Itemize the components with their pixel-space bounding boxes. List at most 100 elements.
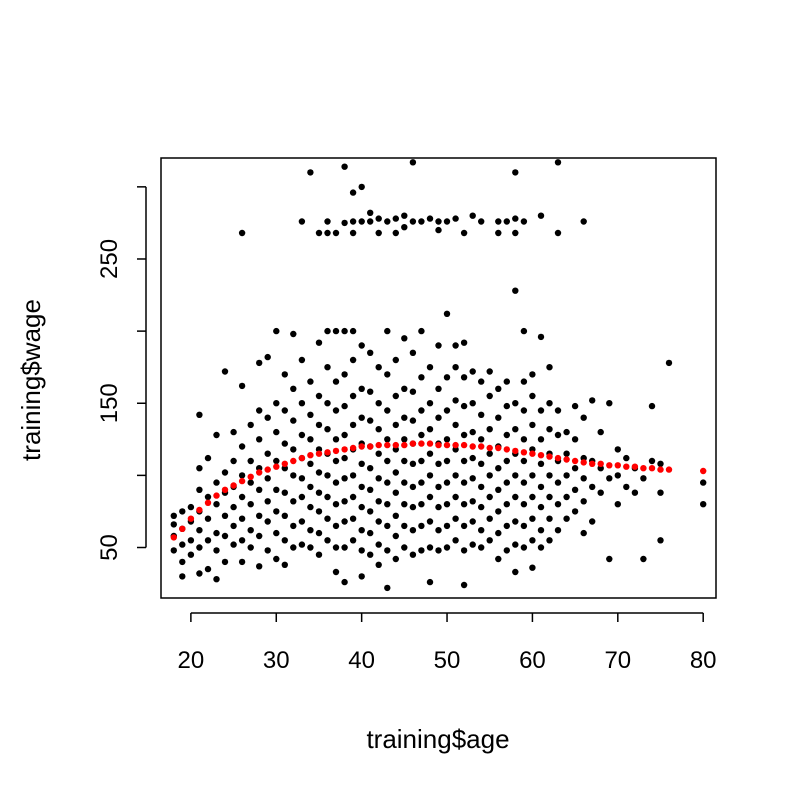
data-point <box>324 515 331 522</box>
data-point <box>435 547 442 554</box>
data-point <box>238 537 246 544</box>
data-point <box>486 392 493 400</box>
data-point <box>256 563 263 570</box>
data-point <box>213 529 220 537</box>
data-point <box>332 501 340 508</box>
data-point <box>443 218 451 225</box>
data-point <box>597 465 604 472</box>
data-point <box>495 555 502 563</box>
data-point <box>546 537 553 544</box>
data-point <box>700 479 707 486</box>
data-point <box>580 475 587 482</box>
data-point <box>503 547 510 554</box>
data-point <box>187 551 195 558</box>
data-point <box>589 518 596 525</box>
data-point <box>384 479 391 486</box>
data-point <box>580 529 587 537</box>
data-point <box>426 400 434 407</box>
fitted-point <box>401 441 408 449</box>
data-point <box>384 457 391 465</box>
data-point <box>520 378 528 385</box>
fitted-point <box>614 462 621 469</box>
data-point <box>418 327 425 335</box>
data-point <box>375 215 382 222</box>
data-point <box>554 159 562 166</box>
data-point <box>503 402 510 410</box>
data-point <box>554 479 562 486</box>
data-point <box>469 498 476 505</box>
data-point <box>478 483 485 491</box>
data-point <box>384 327 391 335</box>
data-point <box>247 501 254 508</box>
data-point <box>256 436 263 443</box>
data-point <box>401 212 408 219</box>
x-tick-label: 50 <box>434 647 461 674</box>
data-point <box>563 428 570 436</box>
fitted-point <box>298 454 306 462</box>
data-point <box>273 555 280 563</box>
data-point <box>204 454 212 462</box>
data-point <box>554 431 562 439</box>
data-point <box>367 465 374 472</box>
data-point <box>401 457 408 465</box>
data-point <box>281 512 288 519</box>
data-point <box>315 229 323 237</box>
data-point <box>537 544 545 551</box>
fitted-point <box>546 453 553 460</box>
data-point <box>367 349 374 356</box>
data-point <box>196 411 203 418</box>
data-point <box>435 226 442 234</box>
data-point <box>273 486 280 493</box>
fitted-point <box>221 486 229 493</box>
x-tick-label: 70 <box>604 647 631 674</box>
data-point <box>392 532 399 540</box>
fitted-point <box>512 447 519 455</box>
data-point <box>367 417 374 424</box>
data-point <box>238 443 246 450</box>
observed-points <box>170 159 707 592</box>
data-point <box>247 527 254 534</box>
data-point <box>256 359 263 367</box>
data-point <box>349 537 357 544</box>
data-point <box>512 169 519 176</box>
fitted-point <box>418 440 425 447</box>
data-point <box>520 544 528 551</box>
data-point <box>657 489 664 496</box>
data-point <box>315 392 323 400</box>
data-point <box>495 465 502 472</box>
data-point <box>546 400 553 407</box>
data-point <box>401 544 408 551</box>
data-point <box>418 479 425 486</box>
fitted-point <box>196 506 203 514</box>
data-point <box>298 356 306 364</box>
data-point <box>375 400 382 407</box>
data-point <box>401 385 408 392</box>
x-tick-label: 60 <box>519 647 546 674</box>
fitted-point <box>580 459 587 466</box>
data-point <box>452 515 459 522</box>
data-point <box>409 159 417 166</box>
data-point <box>452 421 459 429</box>
data-point <box>349 493 357 501</box>
fitted-point <box>375 441 382 449</box>
data-point <box>324 472 331 479</box>
data-point <box>324 229 331 237</box>
data-point <box>221 368 229 375</box>
data-point <box>324 537 331 544</box>
data-point <box>290 417 297 424</box>
fitted-point <box>606 462 613 469</box>
data-point <box>341 163 348 170</box>
data-point <box>332 544 340 551</box>
fitted-point <box>640 465 647 472</box>
data-point <box>512 400 519 407</box>
data-point <box>358 460 365 467</box>
data-point <box>221 512 229 519</box>
data-point <box>221 532 229 540</box>
data-point <box>349 515 357 522</box>
fitted-point <box>537 452 545 459</box>
data-point <box>358 414 365 421</box>
data-point <box>307 503 314 511</box>
fitted-point <box>179 525 186 532</box>
data-point <box>426 215 434 222</box>
fitted-point <box>563 456 570 463</box>
